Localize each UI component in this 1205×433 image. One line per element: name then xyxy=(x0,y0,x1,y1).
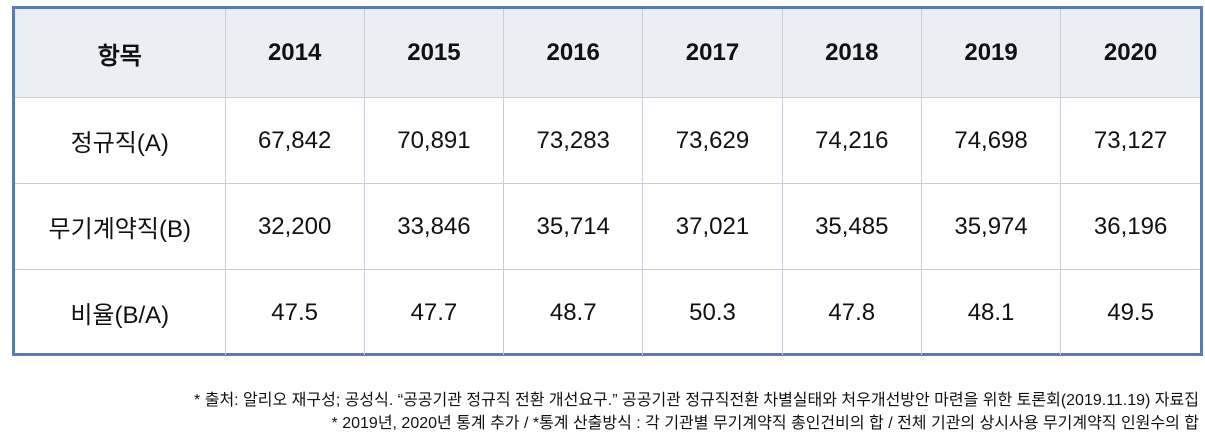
table-cell: 67,842 xyxy=(224,97,365,184)
header-year: 2020 xyxy=(1060,9,1200,98)
header-year: 2019 xyxy=(920,9,1062,98)
table-cell: 32,200 xyxy=(224,183,365,270)
table-cell: 35,974 xyxy=(920,183,1062,270)
table-cell: 74,216 xyxy=(781,97,922,184)
header-year: 2016 xyxy=(503,9,644,98)
table-cell: 70,891 xyxy=(363,97,505,184)
header-year: 2017 xyxy=(642,9,783,98)
table-cell: 73,127 xyxy=(1060,97,1200,184)
table-cell: 37,021 xyxy=(642,183,783,270)
header-item: 항목 xyxy=(15,9,226,98)
table-cell: 47.5 xyxy=(224,269,365,355)
table-cell: 35,714 xyxy=(503,183,644,270)
table-cell: 48.7 xyxy=(503,269,644,355)
table-row-indefinite-contract: 무기계약직(B) 32,200 33,846 35,714 37,021 35,… xyxy=(15,183,1200,270)
header-year: 2018 xyxy=(781,9,922,98)
table-cell: 36,196 xyxy=(1060,183,1200,270)
footnote-method: * 2019년, 2020년 통계 추가 / *통계 산출방식 : 각 기관별 … xyxy=(331,415,1199,432)
header-row: 항목 2014 2015 2016 2017 2018 2019 2020 xyxy=(15,9,1200,98)
table-cell: 47.8 xyxy=(781,269,922,355)
header-year: 2015 xyxy=(363,9,505,98)
table-cell: 48.1 xyxy=(920,269,1062,355)
table-cell: 73,283 xyxy=(503,97,644,184)
row-label: 무기계약직(B) xyxy=(15,183,226,270)
table-cell: 74,698 xyxy=(920,97,1062,184)
row-label: 정규직(A) xyxy=(15,97,226,184)
statistics-table-frame: 항목 2014 2015 2016 2017 2018 2019 2020 정규… xyxy=(12,6,1203,356)
table-cell: 73,629 xyxy=(642,97,783,184)
table-cell: 49.5 xyxy=(1060,269,1200,355)
table-row-regular: 정규직(A) 67,842 70,891 73,283 73,629 74,21… xyxy=(15,97,1200,184)
table-cell: 35,485 xyxy=(781,183,922,270)
table-cell: 33,846 xyxy=(363,183,505,270)
header-year: 2014 xyxy=(224,9,365,98)
table-row-ratio: 비율(B/A) 47.5 47.7 48.7 50.3 47.8 48.1 49… xyxy=(15,269,1200,355)
row-label: 비율(B/A) xyxy=(15,269,226,355)
table-cell: 47.7 xyxy=(363,269,505,355)
statistics-table: 항목 2014 2015 2016 2017 2018 2019 2020 정규… xyxy=(15,9,1200,355)
footnote-source: * 출처: 알리오 재구성; 공성식. “공공기관 정규직 전환 개선요구.” … xyxy=(194,392,1199,409)
table-cell: 50.3 xyxy=(642,269,783,355)
